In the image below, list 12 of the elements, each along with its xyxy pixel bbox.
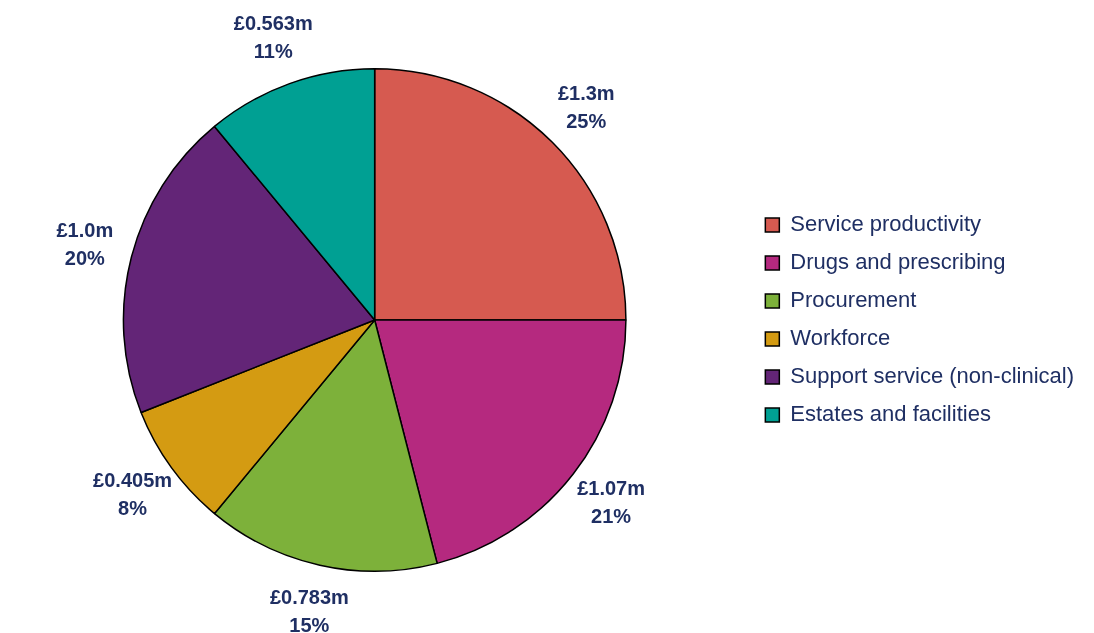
legend-label: Service productivity [790,211,982,237]
data-label: £1.3m 25% [557,81,615,132]
data-label: £0.783m 15% [269,585,349,633]
data-label: £0.405m 8% [93,469,173,520]
legend-label: Workforce [790,325,891,351]
data-label: £1.0m 20% [56,219,114,270]
data-label: £0.563m 11% [233,11,313,62]
legend-label: Support service (non-clinical) [790,363,1074,389]
legend-label: Procurement [790,287,917,313]
legend-label: Estates and facilities [790,401,991,427]
data-label: £1.07m 21% [577,476,646,527]
legend-label: Drugs and prescribing [790,249,1006,275]
